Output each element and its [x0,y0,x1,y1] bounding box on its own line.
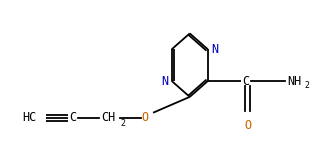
Text: 2: 2 [304,82,309,90]
Text: O: O [245,119,252,132]
Text: C: C [69,111,76,124]
Text: CH: CH [101,111,116,124]
Text: HC: HC [22,111,36,124]
Text: C: C [242,74,249,88]
Text: NH: NH [287,74,301,88]
Text: O: O [141,111,148,124]
Text: 2: 2 [120,119,125,128]
Text: N: N [162,74,169,88]
Text: N: N [211,43,218,56]
